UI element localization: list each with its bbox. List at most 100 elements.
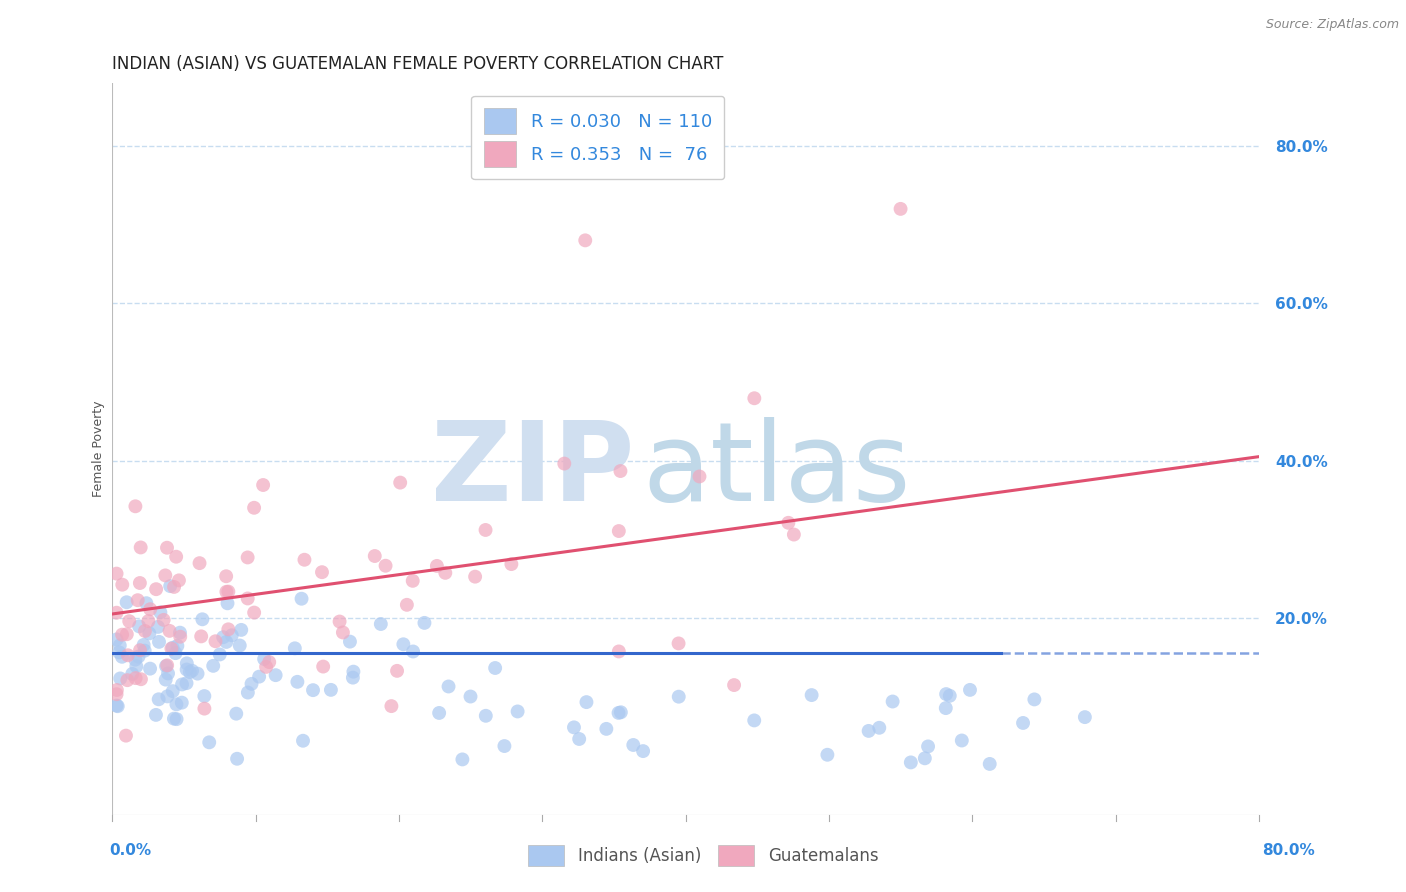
Point: [145, 707, 167, 722]
Point: [215, 584, 238, 599]
Point: [166, 712, 188, 726]
Point: [117, 673, 139, 688]
Point: [105, 566, 128, 581]
Point: [217, 596, 239, 610]
Point: [155, 568, 177, 582]
Point: [413, 615, 436, 630]
Point: [882, 694, 904, 708]
Point: [553, 457, 575, 471]
Point: [138, 626, 160, 640]
Point: [128, 619, 150, 633]
Point: [868, 721, 890, 735]
Point: [568, 731, 591, 746]
Point: [146, 620, 169, 634]
Point: [252, 478, 274, 492]
Point: [427, 706, 450, 720]
Point: [744, 391, 766, 405]
Point: [159, 624, 181, 638]
Point: [155, 659, 177, 673]
Point: [595, 722, 617, 736]
Point: [155, 673, 177, 687]
Point: [484, 661, 506, 675]
Point: [460, 690, 482, 704]
Text: 80.0%: 80.0%: [1261, 843, 1315, 858]
Point: [329, 615, 352, 629]
Point: [139, 662, 162, 676]
Point: [105, 698, 128, 713]
Point: [225, 706, 247, 721]
Point: [815, 747, 838, 762]
Point: [157, 666, 180, 681]
Point: [506, 705, 529, 719]
Point: [342, 665, 364, 679]
Point: [243, 606, 266, 620]
Point: [402, 574, 425, 588]
Point: [783, 527, 806, 541]
Point: [389, 475, 412, 490]
Point: [319, 682, 342, 697]
Point: [105, 687, 128, 701]
Point: [124, 671, 146, 685]
Point: [165, 549, 187, 564]
Point: [118, 614, 141, 628]
Point: [204, 634, 226, 648]
Point: [138, 614, 160, 628]
Legend: Indians (Asian), Guatemalans: Indians (Asian), Guatemalans: [519, 837, 887, 875]
Point: [217, 584, 239, 599]
Point: [193, 689, 215, 703]
Point: [1024, 692, 1046, 706]
Point: [129, 643, 152, 657]
Point: [165, 698, 187, 712]
Point: [221, 628, 243, 642]
Point: [257, 655, 280, 669]
Point: [370, 617, 392, 632]
Point: [607, 644, 630, 658]
Point: [890, 202, 912, 216]
Point: [609, 464, 631, 478]
Point: [176, 657, 198, 671]
Point: [294, 553, 316, 567]
Point: [284, 641, 307, 656]
Text: INDIAN (ASIAN) VS GUATEMALAN FEMALE POVERTY CORRELATION CHART: INDIAN (ASIAN) VS GUATEMALAN FEMALE POVE…: [112, 55, 724, 73]
Point: [254, 660, 277, 674]
Point: [115, 595, 138, 609]
Point: [179, 665, 201, 679]
Text: ZIP: ZIP: [430, 417, 634, 524]
Point: [501, 557, 523, 571]
Point: [105, 683, 128, 698]
Point: [167, 574, 190, 588]
Point: [395, 598, 418, 612]
Point: [778, 516, 800, 530]
Point: [364, 549, 387, 563]
Point: [631, 744, 654, 758]
Point: [145, 582, 167, 597]
Point: [426, 558, 449, 573]
Point: [170, 696, 193, 710]
Point: [437, 680, 460, 694]
Point: [858, 723, 880, 738]
Point: [688, 469, 710, 483]
Point: [129, 541, 152, 555]
Point: [105, 606, 128, 620]
Point: [215, 569, 238, 583]
Point: [464, 569, 486, 583]
Point: [132, 638, 155, 652]
Point: [162, 640, 184, 655]
Legend: R = 0.030   N = 110, R = 0.353   N =  76: R = 0.030 N = 110, R = 0.353 N = 76: [471, 95, 724, 179]
Point: [668, 636, 690, 650]
Point: [575, 695, 598, 709]
Point: [149, 605, 172, 619]
Point: [742, 714, 765, 728]
Point: [226, 752, 249, 766]
Point: [190, 629, 212, 643]
Point: [160, 641, 183, 656]
Point: [188, 556, 211, 570]
Point: [574, 233, 596, 247]
Point: [162, 684, 184, 698]
Y-axis label: Female Poverty: Female Poverty: [93, 401, 105, 497]
Point: [247, 670, 270, 684]
Point: [139, 602, 162, 616]
Point: [290, 591, 312, 606]
Point: [115, 627, 138, 641]
Point: [198, 735, 221, 749]
